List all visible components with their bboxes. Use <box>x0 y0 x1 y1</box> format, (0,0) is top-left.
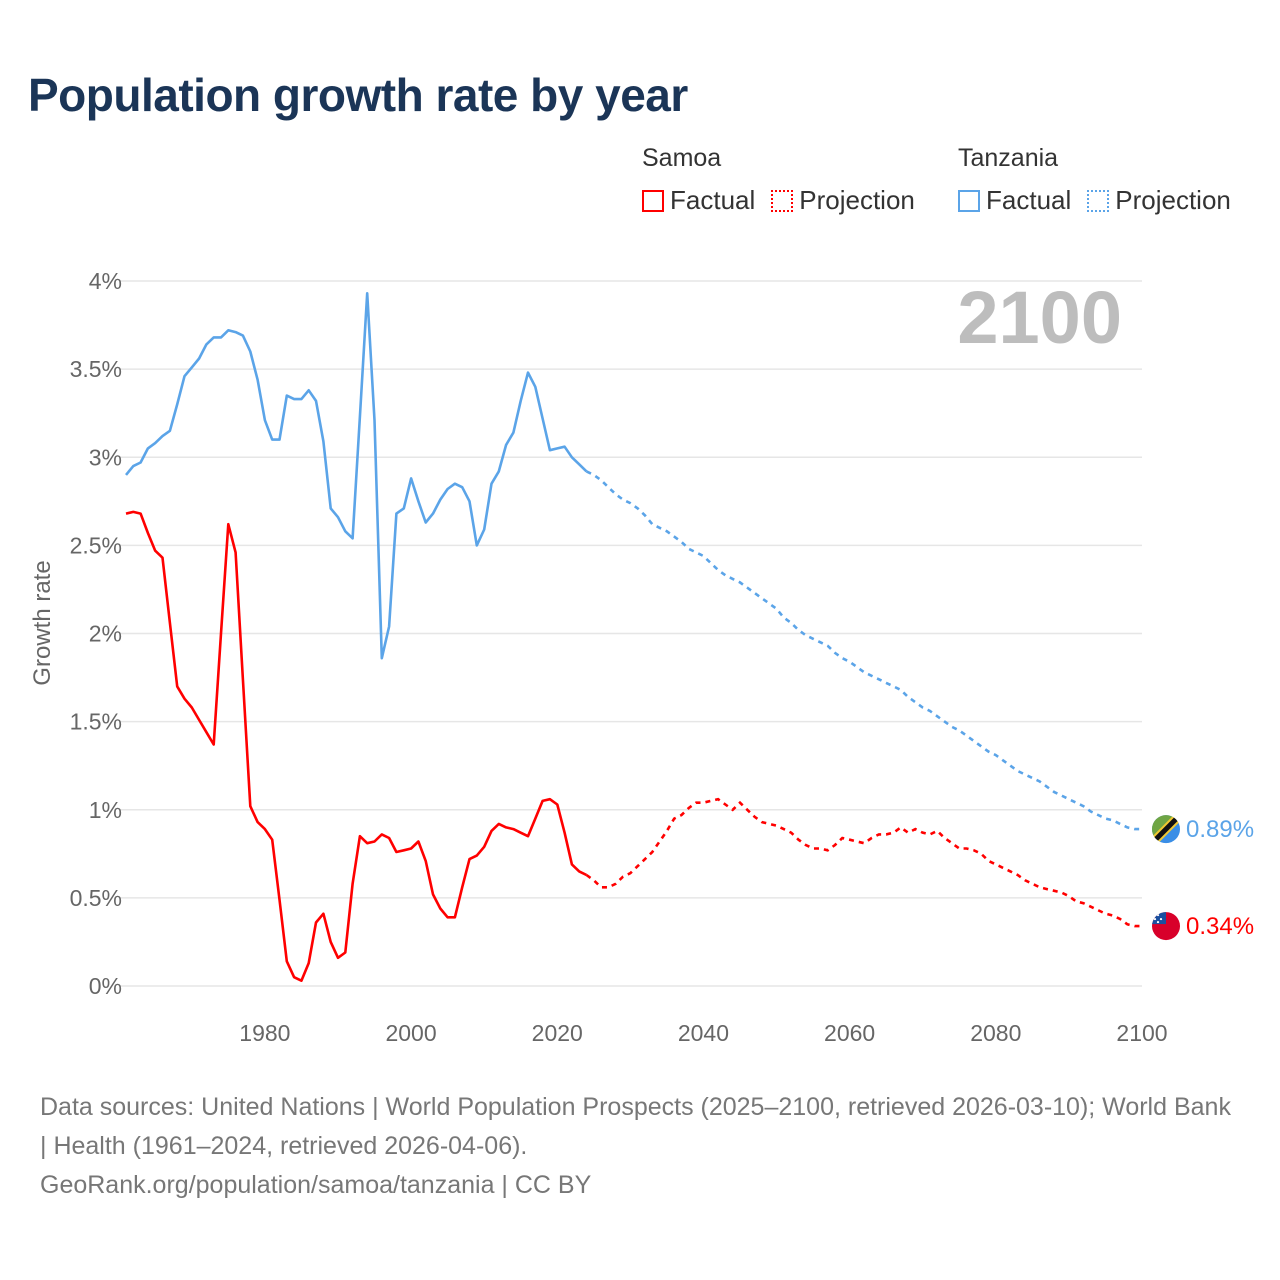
legend-group-samoa: Samoa Factual Projection <box>642 144 915 216</box>
y-tick-label: 3% <box>89 444 122 470</box>
y-tick-label: 0.5% <box>70 885 122 911</box>
legend-swatch-dotted <box>771 189 794 212</box>
x-tick-label: 2100 <box>1116 1020 1167 1046</box>
tanzania-flag-icon <box>1152 815 1180 844</box>
tanzania-end-value: 0.89% <box>1186 816 1254 843</box>
x-tick-label: 2020 <box>532 1020 583 1046</box>
y-tick-label: 3.5% <box>70 356 122 382</box>
y-tick-label: 2.5% <box>70 532 122 558</box>
legend-swatch-solid <box>642 189 664 212</box>
y-tick-label: 2% <box>89 621 122 647</box>
x-tick-label: 2080 <box>970 1020 1021 1046</box>
x-tick-label: 2040 <box>678 1020 729 1046</box>
legend-item-projection[interactable]: Projection <box>771 185 915 216</box>
samoa-factual-line <box>125 510 588 982</box>
legend-label: Factual <box>986 185 1072 215</box>
legend-country: Samoa <box>642 144 722 172</box>
source-link[interactable]: GeoRank.org/population/samoa/tanzania | … <box>40 1171 592 1199</box>
data-sources: Data sources: United Nations | World Pop… <box>40 1093 1231 1160</box>
legend-label: Factual <box>670 185 756 215</box>
legend-group-tanzania: Tanzania Factual Projection <box>958 144 1231 216</box>
y-axis-label: Growth rate <box>29 560 56 685</box>
legend-label: Projection <box>799 185 915 215</box>
y-tick-label: 4% <box>89 268 122 294</box>
y-tick-label: 1% <box>89 797 122 823</box>
x-tick-label: 1980 <box>239 1020 290 1046</box>
gridlines <box>120 280 1142 987</box>
series-lines <box>124 292 1142 982</box>
tanzania-factual-line <box>124 292 588 660</box>
legend-swatch-dotted <box>1087 189 1110 212</box>
y-tick-label: 1.5% <box>70 709 122 735</box>
samoa-end-value: 0.34% <box>1186 913 1254 940</box>
tanzania-projection-line <box>585 470 1142 831</box>
y-axis-ticks: 0% 0.5% 1% 1.5% 2% 2.5% 3% 3.5% 4% <box>70 268 122 999</box>
legend-country: Tanzania <box>958 144 1059 172</box>
samoa-projection-line <box>585 797 1142 928</box>
samoa-flag-icon <box>1152 912 1180 941</box>
legend-item-factual[interactable]: Factual <box>958 185 1071 216</box>
year-label: 2100 <box>957 276 1122 359</box>
footer: Data sources: United Nations | World Pop… <box>40 1088 1240 1205</box>
chart-title: Population growth rate by year <box>28 69 688 121</box>
x-axis-ticks: 1980 2000 2020 2040 2060 2080 2100 <box>239 1020 1167 1046</box>
end-markers: 0.34% 0.89% <box>1152 815 1254 941</box>
legend-item-factual[interactable]: Factual <box>642 185 755 216</box>
x-tick-label: 2060 <box>824 1020 875 1046</box>
y-tick-label: 0% <box>89 973 122 999</box>
legend-swatch-solid <box>958 189 980 212</box>
legend-label: Projection <box>1115 185 1231 215</box>
x-tick-label: 2000 <box>385 1020 436 1046</box>
legend-item-projection[interactable]: Projection <box>1087 185 1231 216</box>
